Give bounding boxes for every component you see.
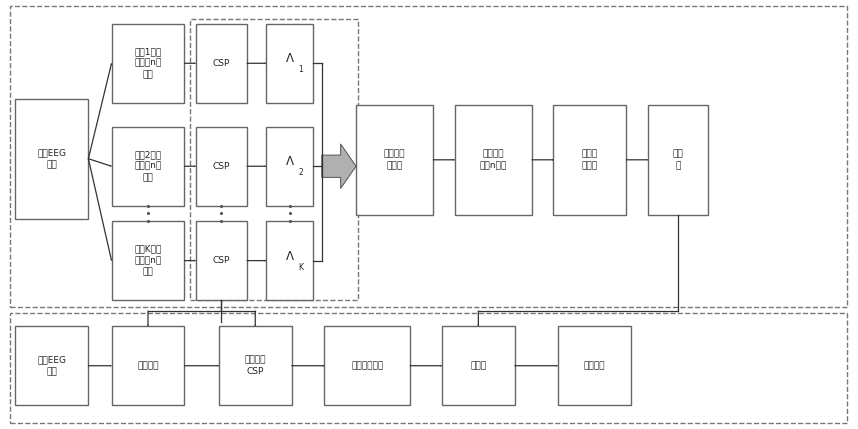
Text: 2: 2 (299, 168, 303, 177)
Polygon shape (322, 144, 356, 189)
Text: CSP: CSP (213, 256, 230, 265)
Bar (15, 99, 88, 219)
Bar (442, 326, 515, 405)
Text: 训练EEG
数据: 训练EEG 数据 (38, 148, 66, 169)
Bar (190, 19, 358, 300)
Text: 通道2及其
区域内n个
通道: 通道2及其 区域内n个 通道 (135, 150, 161, 182)
Bar (219, 326, 292, 405)
Text: 分类器: 分类器 (470, 361, 486, 370)
Bar (196, 24, 247, 103)
Bar (553, 105, 626, 214)
Text: 测试EEG
数据: 测试EEG 数据 (38, 356, 66, 376)
Text: 最优区
域特征: 最优区 域特征 (582, 150, 598, 170)
Bar (648, 105, 708, 214)
Text: 最优区域特征: 最优区域特征 (351, 361, 384, 370)
Bar (356, 105, 433, 214)
Text: 区域内通
道数n寻优: 区域内通 道数n寻优 (480, 150, 507, 170)
Text: 1: 1 (299, 65, 303, 74)
Bar (112, 24, 184, 103)
Bar (266, 127, 313, 206)
Bar (558, 326, 631, 405)
Text: Λ: Λ (286, 250, 293, 263)
Bar (196, 221, 247, 300)
Bar (112, 127, 184, 206)
Bar (455, 105, 532, 214)
Bar (324, 326, 410, 405)
Bar (112, 326, 184, 405)
Bar (10, 6, 847, 307)
Text: 分类
器: 分类 器 (673, 150, 683, 170)
Text: 分类结果: 分类结果 (583, 361, 605, 370)
Text: CSP: CSP (213, 162, 230, 171)
Bar (266, 24, 313, 103)
Text: 最大方差
比特征: 最大方差 比特征 (384, 150, 406, 170)
Text: Λ: Λ (286, 155, 293, 169)
Text: 最优区域
CSP: 最优区域 CSP (245, 356, 266, 376)
Text: Λ: Λ (286, 52, 293, 66)
Bar (15, 326, 88, 405)
Text: K: K (299, 263, 303, 272)
Text: CSP: CSP (213, 59, 230, 68)
Text: 通道K及其
区域内n个
通道: 通道K及其 区域内n个 通道 (135, 245, 161, 277)
Text: 通道1及其
区域内n个
通道: 通道1及其 区域内n个 通道 (135, 47, 161, 79)
Text: 最优区域: 最优区域 (137, 361, 159, 370)
Bar (112, 221, 184, 300)
Bar (266, 221, 313, 300)
Bar (196, 127, 247, 206)
Bar (10, 313, 847, 423)
